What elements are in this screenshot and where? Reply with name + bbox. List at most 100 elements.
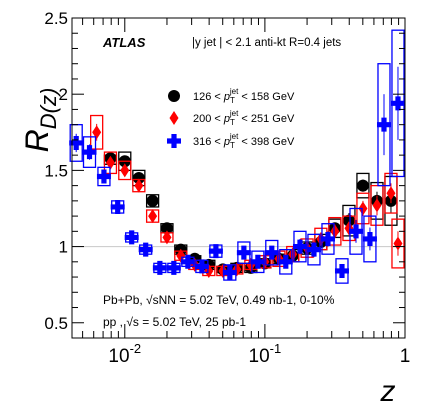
labels-layer: RD(z) z ATLAS |y jet | < 2.1 anti-kt R=0… bbox=[19, 35, 396, 408]
legend-range-low: 126 < bbox=[193, 91, 224, 103]
legend-range-low: 200 < bbox=[193, 113, 224, 125]
data-point bbox=[320, 231, 335, 246]
series-layer bbox=[69, 29, 405, 284]
data-point bbox=[342, 214, 355, 227]
data-point bbox=[330, 224, 340, 239]
data-point bbox=[264, 245, 279, 260]
data-point bbox=[69, 135, 84, 150]
legend-pt-sup: jet bbox=[229, 132, 239, 141]
legend-label: 316 < pTjet < 398 GeV bbox=[193, 132, 295, 150]
y-tick-label: 0.5 bbox=[44, 314, 68, 333]
data-point bbox=[176, 248, 186, 263]
data-point bbox=[134, 178, 144, 193]
legend-pt-sup: jet bbox=[229, 87, 239, 96]
data-point bbox=[236, 245, 251, 260]
data-point bbox=[152, 260, 167, 275]
data-point bbox=[356, 179, 369, 192]
data-point bbox=[386, 186, 396, 201]
legend-range-low: 316 < bbox=[193, 136, 224, 148]
axes-frame: 0.511.522.510-2 10-1 1 bbox=[44, 9, 410, 367]
data-point bbox=[250, 254, 265, 269]
data-point bbox=[278, 254, 293, 269]
sys-error-box bbox=[118, 160, 132, 181]
y-tick-label: 1 bbox=[59, 238, 68, 257]
data-point bbox=[358, 201, 368, 216]
data-point bbox=[376, 117, 391, 132]
data-point bbox=[362, 231, 377, 246]
data-point bbox=[288, 247, 298, 262]
x-tick-label-base: 1 bbox=[400, 346, 411, 367]
data-point bbox=[180, 254, 195, 269]
legend-marker bbox=[168, 90, 180, 102]
legend-pt-symbol: p bbox=[223, 91, 230, 103]
data-point bbox=[393, 236, 403, 251]
legend-label: 126 < pTjet < 158 GeV bbox=[193, 87, 295, 105]
legend-range-high: < 158 GeV bbox=[238, 91, 295, 103]
data-point bbox=[292, 239, 307, 254]
atlas-label: ATLAS bbox=[102, 35, 146, 50]
data-point bbox=[148, 209, 158, 224]
y-tick-label: 1.5 bbox=[44, 161, 68, 180]
x-axis-title: z bbox=[380, 375, 396, 408]
data-point bbox=[146, 194, 159, 207]
sys-error-box bbox=[328, 216, 342, 246]
series-cross bbox=[69, 29, 405, 284]
data-point bbox=[349, 224, 364, 239]
sys-error-box bbox=[391, 218, 405, 269]
x-tick-label-exponent: -1 bbox=[270, 341, 282, 356]
legend-entry-circle: 126 < pTjet < 158 GeV bbox=[168, 87, 295, 105]
x-tick-label: 10-1 bbox=[249, 341, 282, 367]
data-point bbox=[194, 259, 209, 274]
sys-error-box bbox=[384, 172, 398, 214]
data-point bbox=[166, 260, 181, 275]
data-point bbox=[306, 242, 321, 257]
y-tick-label: 2 bbox=[59, 85, 68, 104]
data-point bbox=[105, 155, 115, 170]
y-axis-title-main: R bbox=[19, 129, 55, 152]
data-point bbox=[124, 230, 139, 245]
y-axis-title-sub: D(z) bbox=[36, 88, 61, 130]
data-point bbox=[316, 231, 326, 246]
data-point bbox=[372, 198, 382, 213]
legend-label: 200 < pTjet < 251 GeV bbox=[193, 109, 295, 127]
data-point bbox=[138, 242, 153, 257]
plot-frame bbox=[71, 17, 406, 339]
data-point bbox=[92, 125, 102, 140]
legend-range-high: < 251 GeV bbox=[238, 113, 295, 125]
pbpb-label: Pb+Pb, √sNN = 5.02 TeV, 0.49 nb-1, 0-10% bbox=[103, 293, 335, 307]
data-point bbox=[120, 163, 130, 178]
data-point bbox=[82, 145, 97, 160]
sys-error-box bbox=[90, 114, 104, 150]
data-point bbox=[208, 244, 223, 259]
x-tick-label-base: 10 bbox=[108, 346, 129, 367]
data-point bbox=[334, 263, 349, 278]
x-tick-label: 1 bbox=[400, 346, 411, 367]
y-tick-label: 2.5 bbox=[44, 9, 68, 28]
legend-pt-sup: jet bbox=[229, 109, 239, 118]
legend-marker bbox=[167, 134, 181, 148]
selection-text: |y jet | < 2.1 anti-kt R=0.4 jets bbox=[192, 37, 341, 49]
legend-pt-symbol: p bbox=[223, 136, 230, 148]
legend-marker bbox=[169, 111, 179, 125]
sys-error-box bbox=[370, 184, 384, 226]
data-point bbox=[160, 222, 173, 235]
data-point bbox=[222, 265, 237, 280]
data-point bbox=[132, 172, 145, 184]
legend-pt-sub: T bbox=[230, 118, 235, 127]
x-tick-label: 10-2 bbox=[108, 341, 141, 367]
pp-label: pp , √s = 5.02 TeV, 25 pb-1 bbox=[103, 315, 246, 329]
legend-entry-cross: 316 < pTjet < 398 GeV bbox=[167, 132, 295, 150]
legend-pt-symbol: p bbox=[223, 113, 230, 125]
legend-entry-diamond: 200 < pTjet < 251 GeV bbox=[169, 109, 295, 127]
x-tick-label-exponent: -2 bbox=[130, 341, 142, 356]
data-point bbox=[162, 230, 172, 245]
legend-pt-sub: T bbox=[230, 141, 235, 150]
legend-range-high: < 398 GeV bbox=[238, 136, 295, 148]
x-tick-label-base: 10 bbox=[249, 346, 270, 367]
data-point bbox=[110, 199, 125, 214]
series-circle bbox=[103, 151, 398, 276]
selection-label: |y jet | < 2.1 anti-kt R=0.4 jets bbox=[192, 37, 341, 49]
legend-pt-sub: T bbox=[230, 96, 235, 105]
